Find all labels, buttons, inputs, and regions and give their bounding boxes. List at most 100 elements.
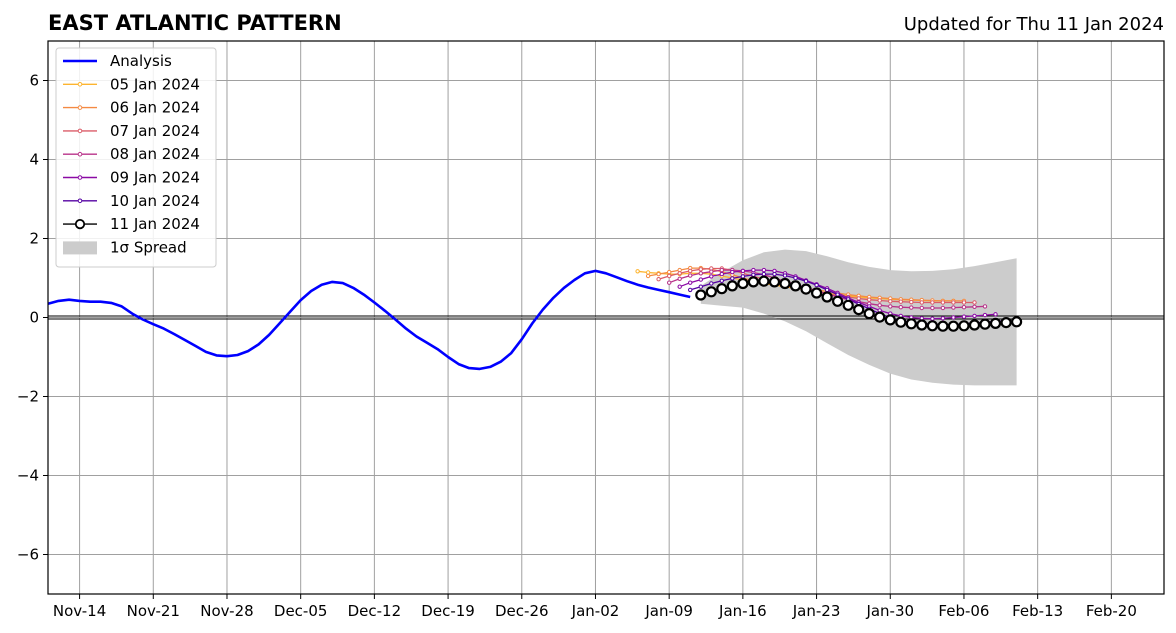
forecast-point xyxy=(968,319,981,331)
forecast-point xyxy=(979,318,991,330)
forecast-point xyxy=(737,277,749,290)
forecast-point xyxy=(800,283,812,295)
forecast-point xyxy=(940,305,946,311)
forecast-point xyxy=(926,320,939,332)
forecast-point xyxy=(982,312,988,318)
forecast-point xyxy=(695,289,707,301)
forecast-point xyxy=(698,267,703,272)
forecast-point xyxy=(667,280,672,285)
forecast-point xyxy=(709,281,714,286)
forecast-point xyxy=(810,287,823,299)
legend-marker xyxy=(77,175,83,180)
forecast-point xyxy=(961,314,967,319)
forecast-point xyxy=(730,269,735,275)
plot-frame xyxy=(47,40,1165,595)
legend-entry: 07 Jan 2024 xyxy=(63,122,200,140)
forecast-point xyxy=(1000,317,1012,329)
x-tick-label: Dec-05 xyxy=(274,602,328,620)
legend-label: 10 Jan 2024 xyxy=(110,192,200,210)
x-tick-label: Feb-06 xyxy=(938,602,989,620)
forecast-point xyxy=(874,311,886,323)
legend: Analysis 05 Jan 2024 06 Jan 2024 07 Jan 202… xyxy=(55,47,217,268)
x-tick-label: Feb-13 xyxy=(1012,602,1063,620)
forecast-point xyxy=(705,286,717,298)
x-tick-label: Nov-21 xyxy=(127,602,180,620)
x-tick-label: Jan-23 xyxy=(792,602,841,620)
legend-label: 09 Jan 2024 xyxy=(110,169,200,187)
forecast-point xyxy=(853,304,865,316)
forecast-point xyxy=(677,284,682,289)
legend-marker xyxy=(74,219,86,230)
chart-title: EAST ATLANTIC PATTERN xyxy=(48,11,342,35)
y-tick-label: 0 xyxy=(29,309,39,327)
forecast-point xyxy=(698,277,703,282)
forecast-point xyxy=(898,305,903,310)
y-tick-label: −6 xyxy=(17,546,39,564)
y-tick-label: −4 xyxy=(17,467,39,485)
forecast-point xyxy=(951,305,956,310)
forecast-point xyxy=(930,300,935,305)
forecast-point xyxy=(831,295,844,307)
forecast-point xyxy=(972,304,977,309)
legend-entry: 11 Jan 2024 xyxy=(63,215,200,233)
forecast-point xyxy=(758,275,770,287)
x-tick-label: Jan-09 xyxy=(644,602,693,620)
legend-marker xyxy=(77,198,83,204)
forecast-point xyxy=(940,300,946,305)
legend-marker xyxy=(77,128,83,134)
forecast-point xyxy=(821,291,833,303)
legend-label: 07 Jan 2024 xyxy=(110,122,200,140)
forecast-point xyxy=(688,280,693,285)
forecast-point xyxy=(768,276,781,288)
forecast-point xyxy=(877,303,882,308)
legend-label: 11 Jan 2024 xyxy=(110,215,200,233)
forecast-point xyxy=(667,269,672,275)
forecast-point xyxy=(909,299,914,305)
forecast-point xyxy=(919,305,924,311)
forecast-point xyxy=(782,273,788,278)
y-tick-label: 6 xyxy=(29,72,39,90)
forecast-point xyxy=(947,320,960,332)
forecast-point xyxy=(772,271,777,277)
forecast-point xyxy=(916,319,928,331)
forecast-point xyxy=(645,273,651,279)
forecast-point xyxy=(677,276,682,281)
forecast-point xyxy=(958,320,970,332)
forecast-point xyxy=(803,279,809,284)
forecast-point xyxy=(761,271,767,277)
x-tick-label: Jan-02 xyxy=(571,602,620,620)
legend-entry: 08 Jan 2024 xyxy=(63,145,200,163)
forecast-point xyxy=(677,271,682,276)
forecast-point xyxy=(989,317,1002,329)
forecast-point xyxy=(751,272,756,277)
forecast-point xyxy=(863,308,875,320)
x-tick-label: Dec-12 xyxy=(348,602,402,620)
legend-entry: 1σ Spread xyxy=(63,238,187,256)
x-tick-label: Dec-26 xyxy=(495,602,549,620)
forecast-point xyxy=(972,300,977,305)
x-tick-label: Dec-19 xyxy=(421,602,475,620)
legend-label: 08 Jan 2024 xyxy=(110,145,200,163)
forecast-point xyxy=(951,315,956,320)
legend-marker xyxy=(77,105,83,110)
forecast-point xyxy=(730,276,735,281)
forecast-point xyxy=(688,268,693,274)
legend-entry: Analysis xyxy=(63,52,172,70)
forecast-point xyxy=(726,280,738,292)
forecast-point xyxy=(961,300,967,305)
forecast-point xyxy=(719,271,724,277)
forecast-point xyxy=(888,304,893,309)
y-tick-label: 2 xyxy=(29,230,39,248)
forecast-point xyxy=(747,276,760,288)
forecast-point xyxy=(719,267,724,273)
forecast-point xyxy=(716,283,728,295)
legend-entry: 09 Jan 2024 xyxy=(63,169,200,187)
forecast-point xyxy=(709,274,714,279)
y-tick-label: 4 xyxy=(29,151,39,169)
forecast-point xyxy=(709,269,714,274)
forecast-point xyxy=(898,299,903,304)
chart-subtitle: Updated for Thu 11 Jan 2024 xyxy=(904,14,1164,35)
x-tick-label: Feb-20 xyxy=(1086,602,1137,620)
legend-label: 05 Jan 2024 xyxy=(110,75,200,93)
